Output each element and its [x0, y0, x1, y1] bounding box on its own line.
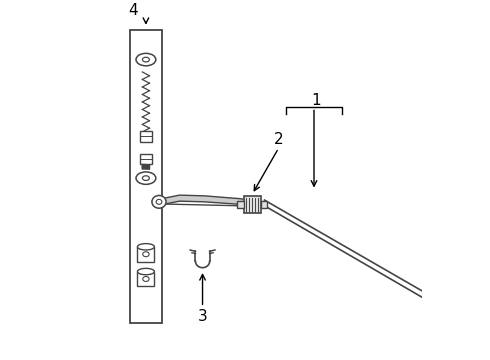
Bar: [130, 30, 162, 323]
Text: 2: 2: [274, 132, 283, 147]
Bar: [137, 271, 154, 287]
Ellipse shape: [137, 268, 154, 275]
Ellipse shape: [136, 53, 156, 66]
Bar: [140, 154, 152, 164]
Polygon shape: [162, 195, 250, 205]
Ellipse shape: [143, 252, 149, 257]
Ellipse shape: [143, 176, 149, 180]
Ellipse shape: [143, 276, 149, 282]
Text: 3: 3: [197, 309, 207, 324]
Bar: [237, 201, 244, 208]
Bar: [137, 247, 154, 262]
Ellipse shape: [143, 57, 149, 62]
Bar: [261, 201, 267, 208]
Ellipse shape: [136, 172, 156, 184]
Bar: [244, 196, 261, 213]
Text: 4: 4: [129, 3, 138, 18]
Bar: [140, 131, 152, 142]
Ellipse shape: [152, 195, 166, 208]
Ellipse shape: [137, 244, 154, 250]
Text: 1: 1: [311, 93, 320, 108]
Ellipse shape: [156, 199, 162, 204]
